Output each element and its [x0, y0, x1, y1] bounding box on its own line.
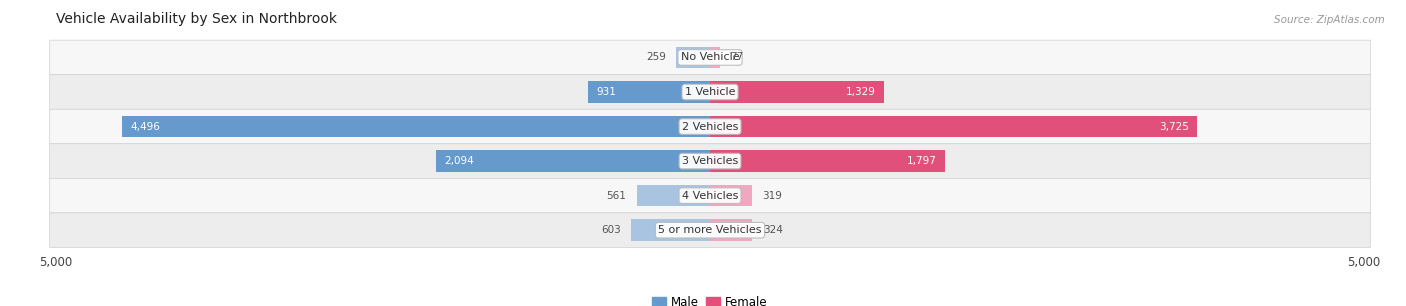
Text: Source: ZipAtlas.com: Source: ZipAtlas.com [1274, 15, 1385, 25]
Text: 259: 259 [645, 52, 665, 62]
FancyBboxPatch shape [49, 40, 1371, 75]
Text: 4,496: 4,496 [129, 121, 160, 132]
Text: 2 Vehicles: 2 Vehicles [682, 121, 738, 132]
Text: 1,797: 1,797 [907, 156, 938, 166]
FancyBboxPatch shape [49, 178, 1371, 213]
Text: 5 or more Vehicles: 5 or more Vehicles [658, 225, 762, 235]
Text: 1 Vehicle: 1 Vehicle [685, 87, 735, 97]
Bar [710, 81, 884, 103]
Bar [710, 116, 1197, 137]
Text: 324: 324 [763, 225, 783, 235]
Text: Vehicle Availability by Sex in Northbrook: Vehicle Availability by Sex in Northbroo… [56, 12, 337, 26]
Text: 3 Vehicles: 3 Vehicles [682, 156, 738, 166]
Bar [637, 185, 710, 206]
FancyBboxPatch shape [49, 144, 1371, 178]
Text: 4 Vehicles: 4 Vehicles [682, 191, 738, 201]
Text: 603: 603 [600, 225, 620, 235]
Bar [631, 219, 710, 241]
Bar [710, 219, 752, 241]
Bar [122, 116, 710, 137]
Bar [710, 47, 720, 68]
FancyBboxPatch shape [49, 213, 1371, 248]
Bar [436, 150, 710, 172]
Legend: Male, Female: Male, Female [648, 291, 772, 306]
Text: 77: 77 [731, 52, 744, 62]
Bar [676, 47, 710, 68]
Text: 561: 561 [606, 191, 626, 201]
Text: 3,725: 3,725 [1160, 121, 1189, 132]
FancyBboxPatch shape [49, 75, 1371, 109]
Text: 319: 319 [762, 191, 782, 201]
Bar [588, 81, 710, 103]
Text: 931: 931 [596, 87, 616, 97]
Text: 2,094: 2,094 [444, 156, 474, 166]
Text: 1,329: 1,329 [846, 87, 876, 97]
Bar [710, 185, 752, 206]
Text: No Vehicle: No Vehicle [681, 52, 740, 62]
Bar [710, 150, 945, 172]
FancyBboxPatch shape [49, 109, 1371, 144]
